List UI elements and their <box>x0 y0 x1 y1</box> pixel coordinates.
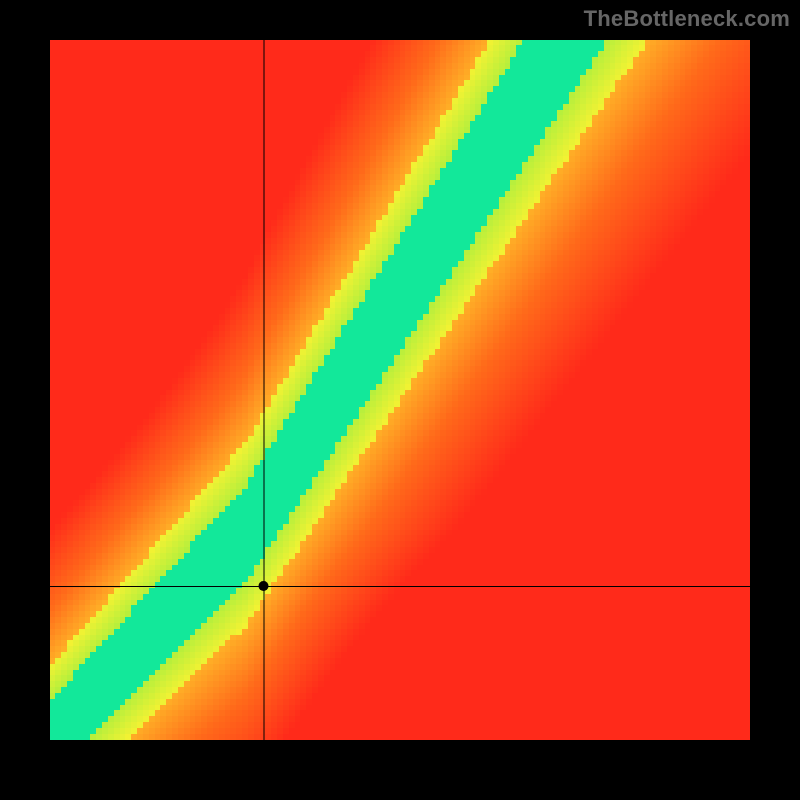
watermark-text: TheBottleneck.com <box>584 6 790 32</box>
bottleneck-heatmap <box>50 40 750 740</box>
chart-container: TheBottleneck.com <box>0 0 800 800</box>
